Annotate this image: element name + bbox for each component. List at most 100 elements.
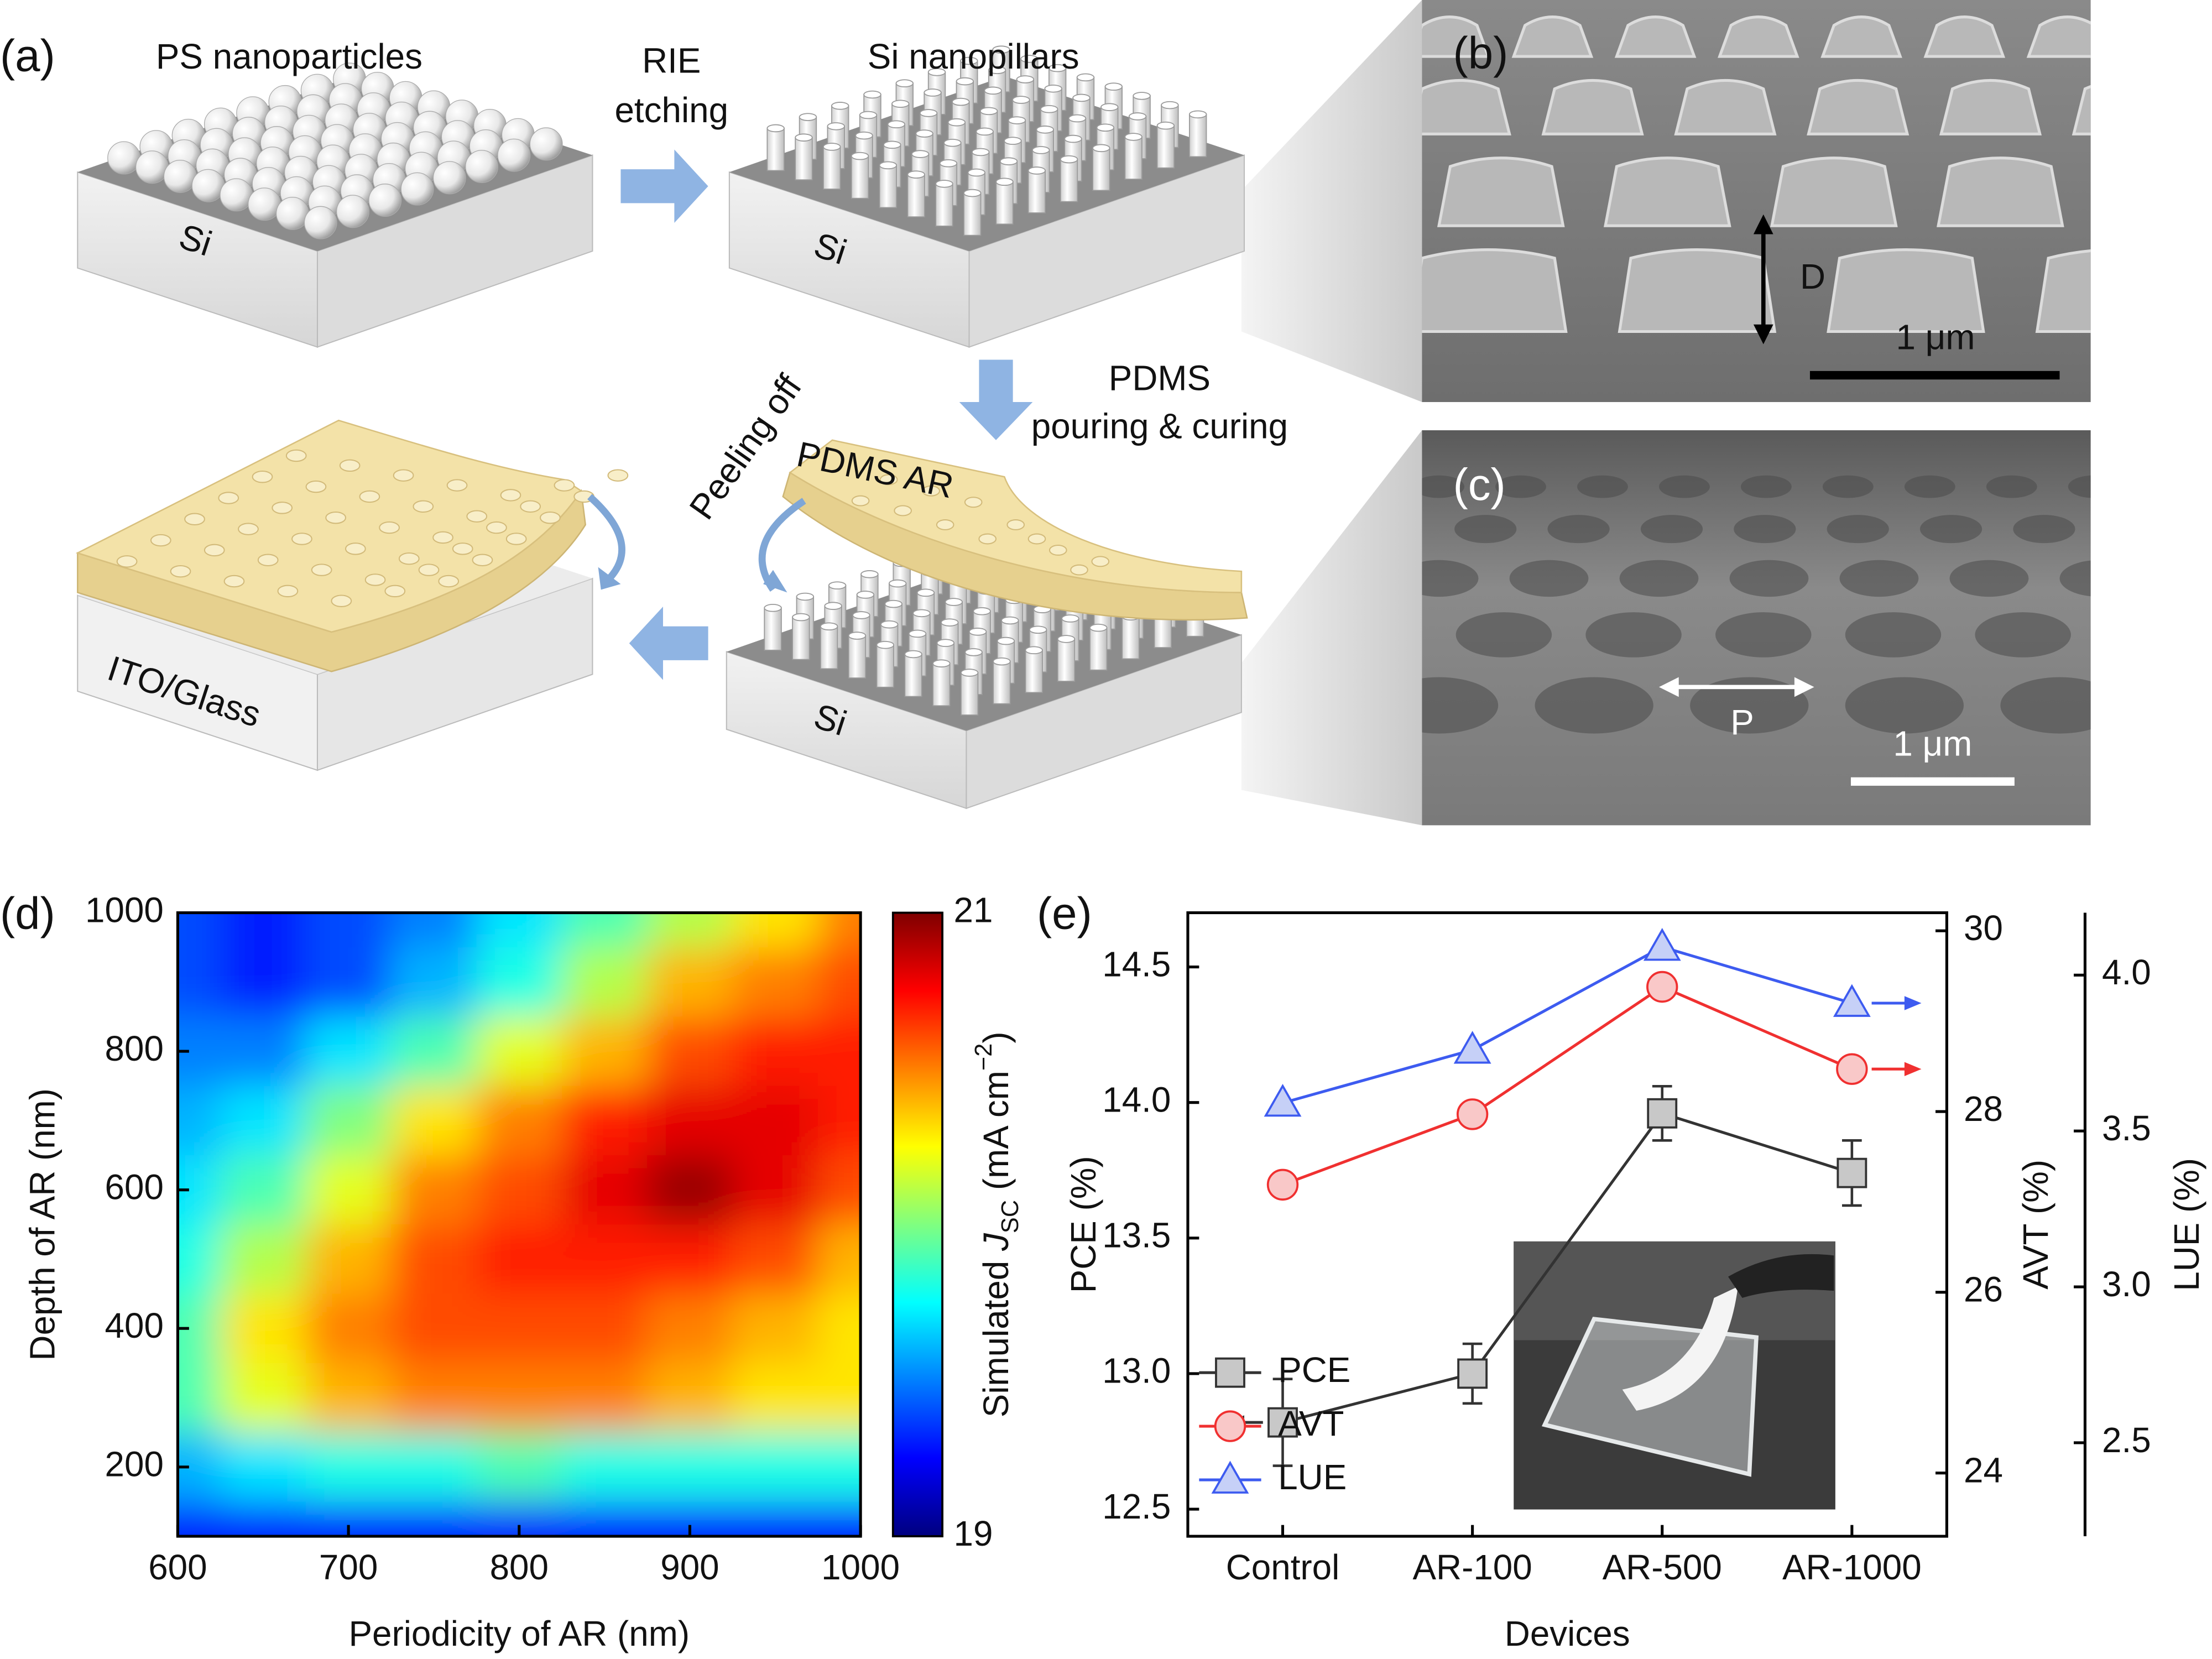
nanopillar-top [997, 637, 1015, 645]
heatmap-cell [732, 1016, 819, 1087]
sem-pillar [1437, 156, 1565, 227]
nanopillar-top [947, 118, 966, 127]
sem-pillar [1770, 156, 1898, 227]
sem-dimple [1495, 475, 1546, 498]
pdms-hole [413, 500, 434, 513]
nanopillar-top [1032, 146, 1050, 154]
nanopillar-top [1061, 614, 1079, 623]
heatmap-cell [817, 1501, 861, 1537]
heatmap-cell [305, 1016, 392, 1087]
curl-arrow [758, 498, 806, 592]
panel-label: (a) [0, 31, 55, 81]
y-tick-label: 13.0 [1102, 1351, 1171, 1391]
heatmap-cell [476, 1293, 563, 1364]
pdms-hole [364, 573, 386, 586]
nanopillar [1027, 170, 1046, 213]
nanopillar-top [1008, 116, 1026, 124]
label-part: ) [976, 1031, 1016, 1043]
nanopillar-top [1092, 144, 1110, 153]
nanopillar-top [1004, 137, 1022, 145]
marker [1211, 1460, 1249, 1494]
sem-pillar [1939, 79, 2042, 135]
sem-pillar [1614, 15, 1697, 58]
pdms-hole [393, 469, 414, 482]
nanopillar-top [851, 152, 869, 160]
step-label: RIE [642, 41, 701, 81]
pdms-hole [486, 521, 507, 534]
nanopillar [879, 164, 898, 208]
curl-arrow-head [598, 567, 621, 590]
nanopillar-top [963, 189, 982, 197]
heatmap-cell [561, 1016, 648, 1087]
nanopillar-top [988, 66, 1006, 75]
heatmap [178, 912, 861, 1537]
heatmap-cell [220, 1155, 307, 1225]
curl-arrow-head [763, 570, 787, 593]
nanopillar-top [891, 100, 910, 108]
nanopillar-top [916, 588, 935, 597]
heatmap-cell [647, 1224, 733, 1295]
sem-pillar [1937, 156, 2064, 227]
pdms-hole [339, 459, 361, 472]
heatmap-cell [305, 1363, 392, 1433]
plot-frame [1186, 911, 1948, 1538]
sem-dimple [1547, 515, 1610, 544]
nanopillar-top [939, 159, 958, 168]
heatmap-cell [817, 912, 861, 948]
sem-dimple [1715, 612, 1812, 658]
sem-dimple [1422, 560, 1479, 597]
nanopillar-top [1104, 82, 1123, 91]
nanopillar-top [1089, 623, 1108, 632]
y-tick-label: 26 [1964, 1270, 2003, 1310]
nanopillar-top [1189, 110, 1207, 119]
sem-pillar [1807, 79, 1910, 135]
heatmap-cell [732, 1224, 819, 1295]
nanopillar-top [992, 45, 1010, 54]
y-tick-label: 30 [1964, 908, 2003, 948]
pdms-hole [272, 502, 293, 514]
nanopillar-top [824, 602, 842, 610]
pdms-hole [505, 533, 527, 545]
tweezers [1728, 1254, 1834, 1298]
nanopillar-top [984, 86, 1002, 95]
heatmap-cell [305, 912, 392, 948]
marker [1214, 1410, 1246, 1442]
pdms-hole [223, 575, 245, 588]
nanopillar-top [964, 648, 983, 656]
pdms-hole [1070, 564, 1088, 576]
y-tick-label: 1000 [85, 890, 164, 930]
label-part: (mA cm [976, 1071, 1016, 1190]
pdms-hole [170, 565, 191, 578]
sem-dimple [1659, 475, 1710, 498]
process-arrow [959, 359, 1033, 440]
marker [1456, 1098, 1489, 1130]
nanopillar-top [960, 56, 978, 65]
nanopillar-top [860, 570, 879, 578]
y-tick-label: 200 [105, 1444, 164, 1484]
nanopillar-top [911, 150, 930, 158]
heatmap-cell [476, 1155, 563, 1225]
y-axis-label: Depth of AR (nm) [22, 1088, 62, 1361]
nanopillar [1124, 136, 1142, 180]
y-tick-label: 2.5 [2102, 1420, 2151, 1460]
axis-arrow-head [1904, 996, 1922, 1010]
pdms-hole [1027, 533, 1046, 545]
heatmap-cell [305, 1155, 392, 1225]
nanopillar-top [932, 659, 951, 667]
heatmap-cell [732, 1086, 819, 1156]
nanopillar-top [924, 88, 942, 97]
arrow-head [1659, 677, 1679, 697]
marker [1646, 971, 1678, 1003]
scale-label: 1 μm [1893, 723, 1972, 763]
sem-pillar [1511, 15, 1594, 58]
heatmap-cell [647, 1363, 733, 1433]
nanoparticle [497, 138, 531, 172]
nanopillar-top [1060, 155, 1078, 164]
nanopillar [935, 183, 953, 227]
nanopillar-top [855, 131, 873, 140]
nanopillar [1057, 638, 1076, 682]
nanopillar-top [795, 133, 813, 142]
nanopillar [792, 617, 810, 660]
pdms-hole [252, 471, 273, 483]
heatmap-cell [178, 912, 221, 948]
